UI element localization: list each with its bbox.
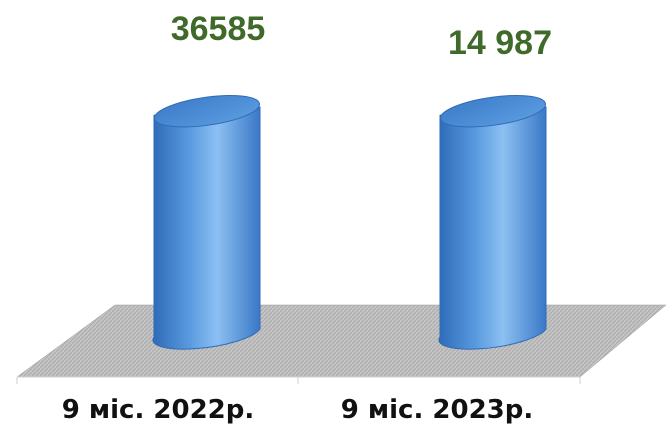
chart-floor: [16, 304, 666, 378]
bar-body: [438, 106, 547, 350]
data-label-1: 36585: [170, 10, 266, 48]
bar-2: [438, 94, 547, 350]
data-label-2: 14 987: [448, 24, 552, 62]
bar-cap: [153, 94, 261, 128]
category-label-2: 9 міс. 2023р.: [340, 395, 534, 425]
bar-cap: [439, 94, 547, 128]
bar-body: [152, 106, 261, 350]
category-label-1: 9 міс. 2022р.: [61, 395, 255, 425]
bar-1: [152, 94, 261, 350]
